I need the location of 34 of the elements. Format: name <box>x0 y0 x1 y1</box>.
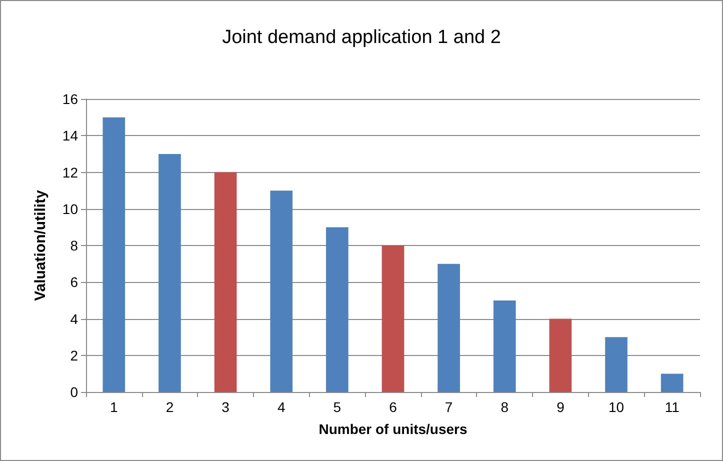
bar <box>326 227 348 392</box>
x-tick-label: 7 <box>444 399 453 415</box>
bar <box>270 190 293 392</box>
y-tick-label: 2 <box>70 347 78 364</box>
y-tick-label: 4 <box>70 310 78 327</box>
y-tick-label: 16 <box>62 91 78 107</box>
y-tick-label: 6 <box>70 274 78 290</box>
x-tick-label: 6 <box>389 399 398 415</box>
bar <box>493 300 516 392</box>
y-tick-label: 14 <box>62 128 78 144</box>
y-tick-label: 0 <box>70 384 78 400</box>
x-tick-label: 3 <box>222 399 230 415</box>
x-tick-label: 4 <box>277 399 286 415</box>
x-tick-label: 10 <box>608 399 624 415</box>
y-tick-label: 10 <box>62 200 78 217</box>
bar <box>660 374 684 392</box>
x-tick-label: 2 <box>166 399 174 415</box>
bar <box>158 154 181 392</box>
x-tick-label: 1 <box>110 399 118 415</box>
bar <box>382 246 404 392</box>
bar <box>214 172 237 392</box>
x-tick-label: 11 <box>664 399 680 415</box>
y-axis-title: Valuation/utility <box>32 189 49 301</box>
bar <box>549 318 572 392</box>
x-axis-title: Number of units/users <box>318 421 468 437</box>
bar <box>438 264 460 392</box>
x-tick-label: 9 <box>556 399 565 415</box>
bar <box>102 117 126 392</box>
x-tick-label: 8 <box>500 399 509 415</box>
y-tick-label: 12 <box>62 164 78 180</box>
chart-title: Joint demand application 1 and 2 <box>222 27 501 48</box>
x-tick-label: 5 <box>333 399 342 415</box>
y-tick-label: 8 <box>70 238 78 254</box>
bar <box>605 337 628 392</box>
